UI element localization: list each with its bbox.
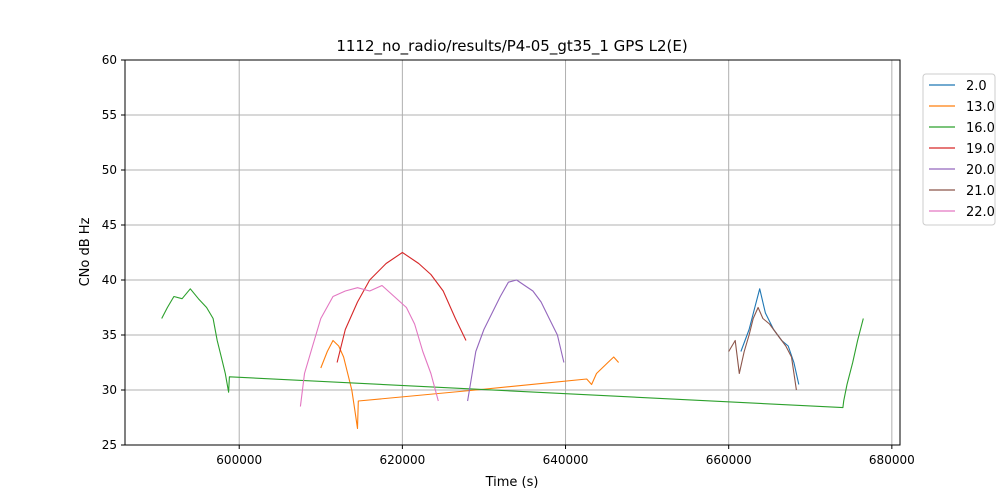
legend-label-20.0: 20.0 (966, 163, 995, 178)
x-tick-label: 640000 (543, 453, 589, 467)
x-axis: 600000 620000 640000 660000 680000 (216, 445, 915, 467)
x-axis-label: Time (s) (485, 475, 539, 490)
series-line-21.0 (728, 306, 797, 391)
x-tick-label: 660000 (706, 453, 752, 467)
y-tick-label: 25 (102, 438, 117, 452)
plot-area (124, 59, 901, 446)
y-tick-label: 60 (102, 53, 117, 67)
y-axis: 25 30 35 40 45 50 55 60 (102, 53, 125, 452)
series-layer (161, 251, 864, 430)
y-tick-label: 45 (102, 218, 117, 232)
y-axis-label: CNo dB Hz (78, 217, 93, 286)
y-tick-label: 40 (102, 273, 117, 287)
legend: 2.0 13.0 16.0 19.0 20.0 21.0 22.0 (922, 73, 996, 226)
y-tick-label: 50 (102, 163, 117, 177)
y-tick-label: 30 (102, 383, 117, 397)
legend-label-16.0: 16.0 (966, 121, 995, 136)
series-line-16.0 (161, 288, 864, 409)
plot-frame (124, 59, 901, 446)
legend-label-13.0: 13.0 (966, 100, 995, 115)
legend-label-2.0: 2.0 (966, 79, 987, 94)
legend-label-22.0: 22.0 (966, 205, 995, 220)
x-tick-label: 620000 (379, 453, 425, 467)
plot-background (125, 60, 900, 445)
grid-layer (125, 59, 900, 446)
legend-label-19.0: 19.0 (966, 142, 995, 157)
y-tick-label: 55 (102, 108, 117, 122)
series-line-22.0 (299, 284, 439, 407)
series-line-13.0 (320, 339, 620, 430)
chart-title: 1112_no_radio/results/P4-05_gt35_1 GPS L… (336, 37, 687, 56)
series-line-2.0 (740, 288, 800, 385)
series-line-19.0 (336, 251, 467, 363)
x-tick-label: 600000 (216, 453, 262, 467)
legend-label-21.0: 21.0 (966, 184, 995, 199)
y-tick-label: 35 (102, 328, 117, 342)
series-line-20.0 (467, 279, 565, 402)
legend-box (922, 73, 996, 226)
x-tick-label: 680000 (869, 453, 915, 467)
